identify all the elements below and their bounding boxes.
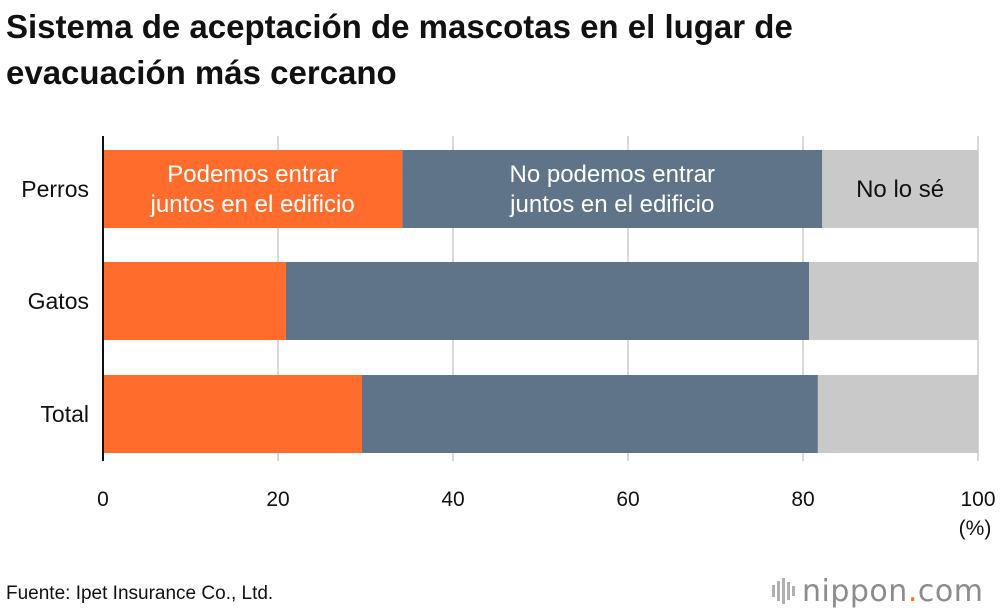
logo-name: nippon	[802, 574, 908, 609]
x-tick-label-60: 60	[616, 488, 639, 511]
bar-total-series-3	[818, 375, 978, 453]
category-label-total: Total	[40, 401, 89, 427]
logo-tld: com	[918, 574, 984, 609]
bar-gatos-series-1	[103, 262, 286, 340]
x-tick-label-0: 0	[97, 488, 109, 511]
stacked-bar-chart: Podemos entrar juntos en el edificio No po…	[0, 0, 1000, 570]
x-tick-label-80: 80	[791, 488, 814, 511]
nippon-logo: nippon.com	[772, 574, 983, 609]
x-tick-label-100: 100	[960, 488, 995, 511]
bar-gatos-series-2	[286, 262, 809, 340]
category-label-perros: Perros	[21, 176, 89, 202]
series-label-2-line-2: juntos en el edificio	[509, 191, 714, 218]
x-tick-label-40: 40	[441, 488, 464, 511]
source-note: Fuente: Ipet Insurance Co., Ltd.	[6, 583, 273, 605]
series-label-1-line-2: juntos en el edificio	[150, 191, 355, 218]
series-label-2-line-1: No podemos entrar	[510, 161, 715, 188]
x-unit-label: (%)	[959, 517, 992, 540]
bar-gatos-series-3	[809, 262, 978, 340]
bar-total-series-1	[103, 375, 362, 453]
logo-dot: .	[908, 574, 918, 609]
x-tick-label-20: 20	[266, 488, 289, 511]
series-label-1-line-1: Podemos entrar	[167, 161, 338, 188]
category-label-gatos: Gatos	[28, 288, 89, 314]
bar-total-series-2	[362, 375, 818, 453]
series-label-3-line-1: No lo sé	[856, 176, 944, 203]
logo-mark-icon	[772, 576, 796, 604]
